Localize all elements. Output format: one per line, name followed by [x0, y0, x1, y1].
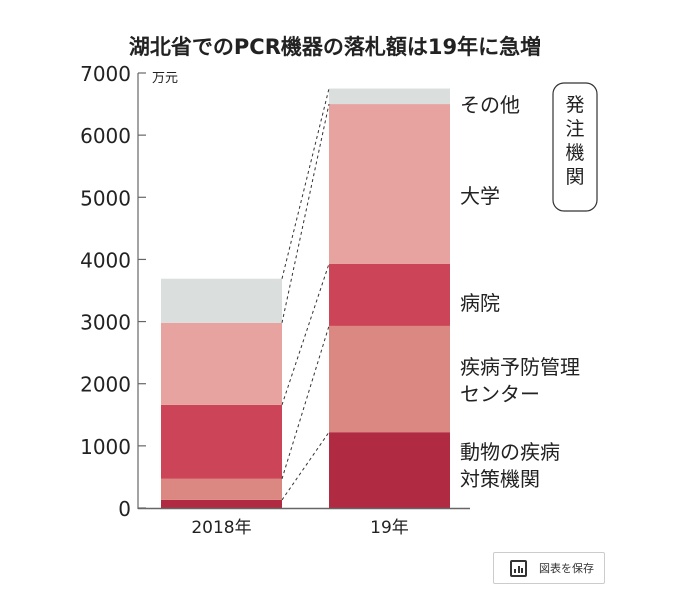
y-tick-label: 6000 [80, 124, 131, 148]
connector-line [281, 263, 330, 406]
series-label: その他 [460, 93, 520, 117]
bar-segment [329, 104, 450, 264]
y-tick-label: 2000 [80, 373, 131, 397]
y-axis-unit: 万元 [152, 71, 178, 86]
series-label: 動物の疾病 [460, 440, 560, 464]
connector-line [281, 103, 330, 323]
y-tick-label: 0 [118, 497, 131, 521]
series-label: 疾病予防管理 [460, 355, 580, 379]
y-tick-label: 4000 [80, 248, 131, 272]
legend-title: 発注機関 [565, 94, 584, 188]
bar-segment [161, 322, 282, 405]
bar-segment [329, 88, 450, 105]
series-label: 病院 [460, 291, 500, 315]
bar-segment [329, 263, 450, 326]
bar-segment [161, 499, 282, 508]
bar-segment [329, 432, 450, 508]
connector-line [281, 431, 330, 501]
bar-segment [161, 404, 282, 479]
bar-segment [161, 278, 282, 323]
connector-line [281, 325, 330, 479]
chart-title: 湖北省でのPCR機器の落札額は19年に急増 [129, 35, 541, 59]
y-tick-label: 3000 [80, 311, 131, 335]
bar-segment [329, 325, 450, 433]
y-tick-label: 1000 [80, 435, 131, 459]
x-tick-label: 2018年 [191, 518, 251, 538]
series-label: 大学 [460, 184, 500, 208]
save-chart-button[interactable]: 図表を保存 [493, 552, 605, 584]
y-tick-label: 7000 [80, 62, 131, 86]
bar-chart-icon [510, 559, 527, 577]
save-chart-label: 図表を保存 [539, 562, 594, 575]
x-tick-label: 19年 [370, 518, 409, 538]
connector-line [281, 88, 330, 279]
series-label: センター [460, 382, 540, 406]
bar-segment [161, 478, 282, 500]
y-tick-label: 5000 [80, 186, 131, 210]
legend-title-box: 発注機関 [552, 82, 598, 212]
series-label: 対策機関 [460, 467, 540, 491]
